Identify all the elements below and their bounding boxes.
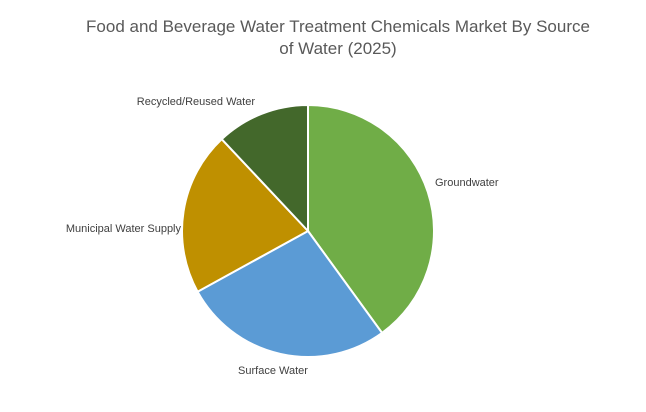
pie-slice-surface-water xyxy=(196,229,384,358)
chart-title: Food and Beverage Water Treatment Chemic… xyxy=(60,16,616,60)
pie-slice-recycled-reused-water xyxy=(220,103,309,234)
pie-slice-groundwater xyxy=(307,103,435,335)
data-label-municipal-water-supply: Municipal Water Supply xyxy=(66,223,182,235)
chart-title-line-1: Food and Beverage Water Treatment Chemic… xyxy=(86,17,590,36)
data-label-groundwater: Groundwater xyxy=(435,177,499,189)
chart-title-line-2: of Water (2025) xyxy=(279,39,397,58)
data-label-surface-water: Surface Water xyxy=(238,365,308,377)
data-label-recycled-reused-water: Recycled/Reused Water xyxy=(137,96,256,108)
pie-slice-municipal-water-supply xyxy=(181,137,310,294)
